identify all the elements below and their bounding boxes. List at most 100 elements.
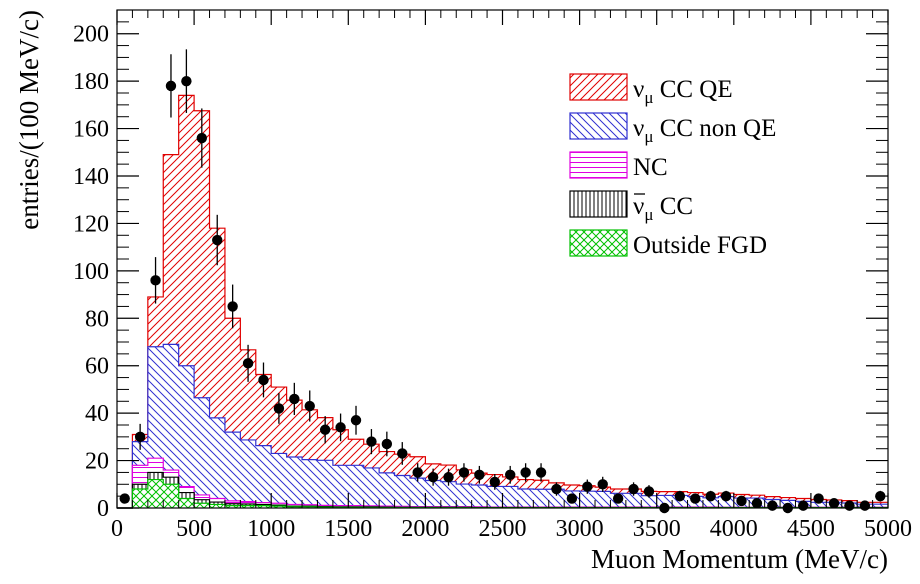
data-point [751, 498, 763, 509]
data-marker [566, 493, 578, 504]
data-marker [643, 486, 655, 497]
x-tick-label: 0 [111, 516, 123, 542]
data-marker [443, 471, 454, 483]
data-marker [381, 438, 393, 450]
data-point [859, 500, 871, 511]
data-point [335, 413, 346, 442]
data-marker [196, 132, 208, 144]
data-point [520, 463, 531, 482]
data-point [705, 490, 716, 502]
data-point [813, 493, 824, 504]
x-tick-label: 1000 [247, 516, 295, 542]
data-point [674, 490, 686, 502]
x-axis-label: Muon Momentum (MeV/c) [591, 544, 888, 574]
data-marker [397, 448, 408, 459]
data-point [412, 463, 423, 482]
data-point [366, 429, 377, 455]
y-tick-label: 180 [73, 69, 109, 95]
x-tick-label: 4500 [787, 516, 835, 542]
y-tick-label: 200 [73, 22, 109, 48]
legend-label: νμ CC non QE [633, 115, 776, 146]
data-point [690, 493, 701, 504]
data-marker [227, 301, 238, 312]
data-point [582, 479, 593, 494]
series-numu_ccqe-outline [117, 94, 888, 509]
data-marker [134, 431, 146, 443]
x-tick-label: 2500 [479, 516, 527, 542]
data-point [289, 382, 300, 415]
data-point [196, 108, 208, 168]
data-marker [258, 374, 269, 386]
data-marker [520, 467, 531, 478]
y-tick-label: 160 [73, 117, 109, 143]
data-point [535, 463, 547, 482]
data-marker [828, 498, 840, 509]
data-point [489, 474, 500, 490]
data-point [505, 465, 516, 484]
data-point [181, 49, 192, 113]
data-point [227, 284, 238, 329]
x-tick-label: 5000 [864, 516, 912, 542]
data-marker [242, 358, 254, 369]
series-numu_cc_nonqe-fill [117, 344, 888, 508]
data-marker [674, 490, 686, 502]
data-marker [597, 479, 608, 490]
data-point [828, 498, 840, 509]
x-tick-label: 3500 [633, 516, 681, 542]
legend-label-main: ν [633, 76, 644, 103]
data-marker [181, 75, 192, 87]
data-marker [612, 493, 624, 504]
legend-label-suffix: CC [653, 193, 693, 220]
legend-item-outside_fgd: Outside FGD [569, 229, 767, 259]
x-tick-label: 500 [176, 516, 212, 542]
legend-label-subscript: μ [644, 127, 653, 146]
legend-label: Outside FGD [633, 232, 767, 259]
data-marker [505, 469, 516, 480]
legend-label-main: NC [633, 154, 668, 181]
data-point [844, 500, 855, 511]
data-point [165, 54, 177, 118]
data-marker [720, 490, 732, 502]
data-marker [273, 403, 285, 414]
legend-swatch [569, 73, 628, 101]
data-marker [150, 275, 161, 286]
y-tick-label: 60 [85, 354, 109, 380]
data-point [350, 405, 362, 435]
data-point [643, 485, 655, 498]
axis-ticks: 0 500 1000 1500 2000 2500 3000 3500 4000 4500 5000… [73, 9, 912, 542]
legend-label: νμ CC QE [633, 76, 733, 107]
legend-label-main: ν [633, 115, 644, 142]
series-numu_cc_nonqe-outline [117, 343, 888, 509]
data-marker [797, 500, 809, 511]
legend-item-numu_ccqe: νμ CC QE [569, 73, 733, 107]
data-marker [751, 498, 763, 509]
legend-label-subscript: μ [644, 88, 653, 107]
data-point [566, 493, 578, 504]
y-tick-label: 0 [97, 496, 109, 522]
data-point [242, 344, 254, 382]
data-point [797, 500, 809, 511]
data-marker [366, 436, 377, 447]
data-point [273, 393, 285, 424]
x-tick-label: 2000 [401, 516, 449, 542]
legend-swatch [569, 190, 628, 218]
data-point [551, 482, 562, 496]
y-tick-label: 140 [73, 164, 109, 190]
y-tick-label: 120 [73, 211, 109, 237]
legend-item-nc: NC [569, 151, 668, 181]
y-tick-label: 100 [73, 259, 109, 285]
data-marker [289, 393, 300, 405]
legend-label-main: Outside FGD [633, 232, 767, 259]
data-marker [474, 469, 485, 480]
data-marker [165, 80, 177, 92]
data-point [304, 390, 315, 422]
data-point [212, 214, 223, 266]
legend-label: NC [633, 154, 668, 181]
data-point [458, 463, 470, 482]
legend-swatch [569, 112, 628, 140]
data-point [720, 490, 732, 502]
y-tick-label: 20 [85, 449, 109, 475]
